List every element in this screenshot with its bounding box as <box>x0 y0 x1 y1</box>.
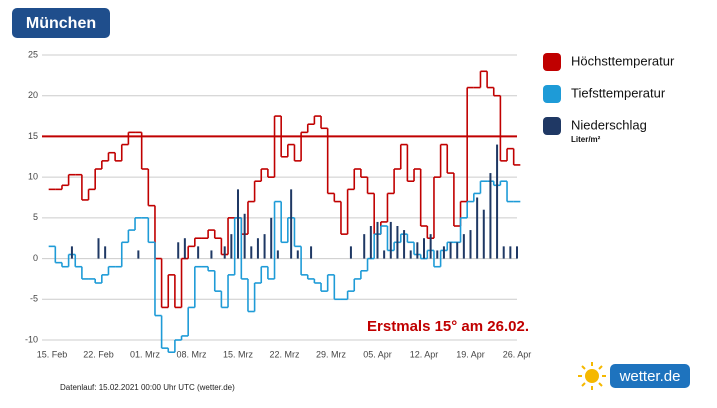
x-tick-label: 15. Feb <box>37 349 68 359</box>
bar <box>436 250 439 259</box>
chart-title: München <box>26 15 96 32</box>
bar <box>263 234 266 259</box>
legend-label: Höchsttemperatur <box>571 53 675 68</box>
line-series <box>48 70 521 309</box>
legend-unit: Liter/m² <box>571 135 601 144</box>
bar <box>389 221 392 259</box>
bar <box>509 246 512 259</box>
bar <box>349 246 352 259</box>
y-tick-label: 20 <box>28 90 38 100</box>
bar <box>197 246 200 259</box>
y-tick-label: -10 <box>25 334 38 344</box>
footnote: Datenlauf: 15.02.2021 00:00 Uhr UTC (wet… <box>60 383 235 392</box>
bar <box>104 246 107 259</box>
bar <box>462 234 465 259</box>
bar <box>369 226 372 259</box>
bar <box>496 144 499 259</box>
bar <box>469 230 472 259</box>
bar <box>70 246 73 259</box>
bar <box>429 234 432 259</box>
bar <box>489 173 492 259</box>
bar <box>396 226 399 259</box>
annotation: Erstmals 15° am 26.02. <box>367 318 529 335</box>
x-tick-label: 15. Mrz <box>223 349 254 359</box>
bar <box>270 217 273 259</box>
bar <box>290 189 293 259</box>
bar <box>376 221 379 259</box>
bar <box>183 238 186 259</box>
bar <box>456 242 459 259</box>
x-tick-label: 22. Mrz <box>269 349 300 359</box>
bar <box>502 246 505 259</box>
bar <box>137 250 140 259</box>
bar <box>243 213 246 259</box>
legend-label: Niederschlag <box>571 117 647 132</box>
x-tick-label: 26. Apr <box>503 349 532 359</box>
bar <box>310 246 313 259</box>
y-tick-label: 0 <box>33 253 38 263</box>
legend-swatch <box>543 85 561 103</box>
bar <box>449 242 452 259</box>
bar <box>403 230 406 259</box>
x-tick-label: 05. Apr <box>363 349 392 359</box>
bar <box>476 197 479 259</box>
bar <box>230 234 233 259</box>
legend-label: Tiefsttemperatur <box>571 85 666 100</box>
logo-box <box>610 364 690 388</box>
bar <box>383 250 386 259</box>
logo: wetter.de <box>578 362 690 390</box>
x-tick-label: 08. Mrz <box>176 349 207 359</box>
x-tick-label: 29. Mrz <box>316 349 347 359</box>
bar <box>442 246 445 259</box>
bar <box>256 238 259 259</box>
bar <box>177 242 180 259</box>
bar <box>482 209 485 259</box>
bar <box>516 246 518 259</box>
y-tick-label: 15 <box>28 131 38 141</box>
logo-text: wetter.de <box>619 368 681 385</box>
bar <box>223 246 226 259</box>
x-tick-label: 12. Apr <box>410 349 439 359</box>
bar <box>237 189 239 259</box>
title-badge <box>12 8 110 38</box>
bar <box>276 250 279 259</box>
bar <box>363 234 366 259</box>
y-tick-label: -5 <box>30 294 38 304</box>
bar <box>250 246 253 259</box>
bar <box>97 238 100 259</box>
y-tick-label: 25 <box>28 49 38 59</box>
x-tick-label: 19. Apr <box>456 349 485 359</box>
y-tick-label: 5 <box>33 212 38 222</box>
bar <box>210 250 213 259</box>
bar <box>416 242 419 259</box>
x-tick-label: 01. Mrz <box>130 349 161 359</box>
y-tick-label: 10 <box>28 172 38 182</box>
legend-swatch <box>543 53 561 71</box>
sun-icon <box>585 369 599 383</box>
x-tick-label: 22. Feb <box>83 349 114 359</box>
bar <box>409 250 412 259</box>
bar <box>296 250 299 259</box>
legend-swatch <box>543 117 561 135</box>
bar <box>423 238 425 259</box>
sun-rays <box>578 362 606 390</box>
